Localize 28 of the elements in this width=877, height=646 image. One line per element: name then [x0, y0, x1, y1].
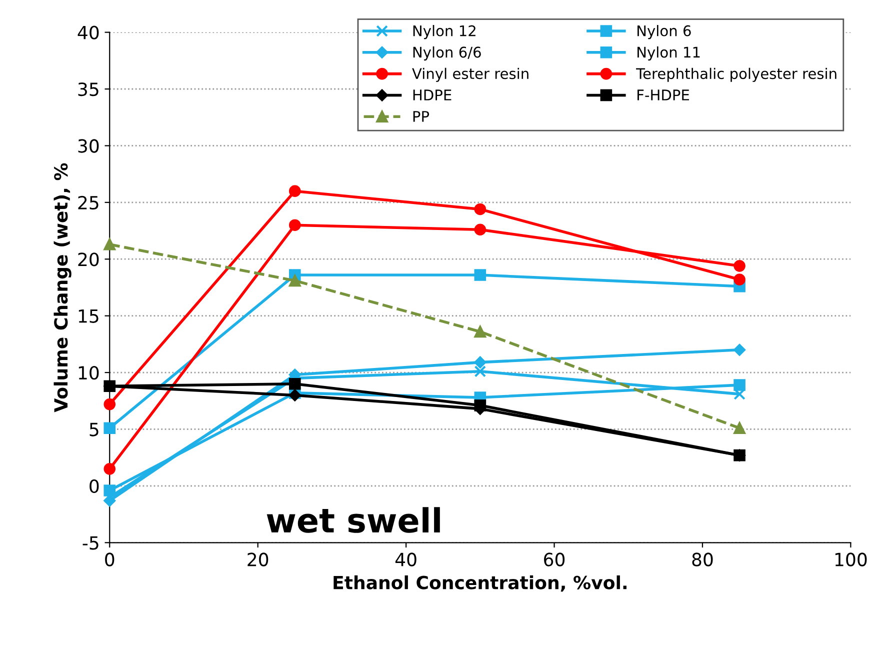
legend-label: HDPE — [413, 90, 452, 100]
y-tick-label: 10 — [78, 366, 99, 380]
x-tick-label: 80 — [692, 552, 713, 566]
y-tick-label: -5 — [82, 536, 98, 550]
y-tick-label: 0 — [90, 479, 99, 494]
y-tick-label: 20 — [78, 252, 99, 266]
y-tick-label: 15 — [78, 310, 98, 323]
x-axis-title: Ethanol Concentration, %vol. — [334, 575, 626, 592]
x-tick-label: 100 — [835, 552, 867, 566]
x-tick-label: 40 — [395, 552, 416, 566]
y-tick-label: 5 — [90, 422, 98, 436]
legend-label: Nylon 6/6 — [413, 46, 481, 61]
legend-label: PP — [413, 111, 430, 122]
y-tick-label: 35 — [78, 82, 98, 96]
legend-label: Nylon 11 — [638, 46, 700, 61]
x-tick-label: 60 — [544, 552, 565, 566]
legend-label: F-HDPE — [638, 90, 690, 100]
legend-label: Nylon 6 — [638, 25, 691, 40]
y-tick-label: 30 — [78, 139, 99, 153]
y-tick-label: 25 — [78, 196, 98, 210]
x-tick-label: 0 — [105, 552, 114, 566]
y-axis-title: Volume Change (wet), % — [54, 163, 72, 412]
annotation: wet swell — [266, 507, 440, 533]
legend-label: Terephthalic polyester resin — [636, 68, 836, 82]
y-tick-label: 40 — [78, 26, 99, 40]
legend-label: Nylon 12 — [413, 25, 476, 40]
legend-label: Vinyl ester resin — [412, 68, 528, 82]
x-tick-label: 20 — [248, 552, 268, 566]
